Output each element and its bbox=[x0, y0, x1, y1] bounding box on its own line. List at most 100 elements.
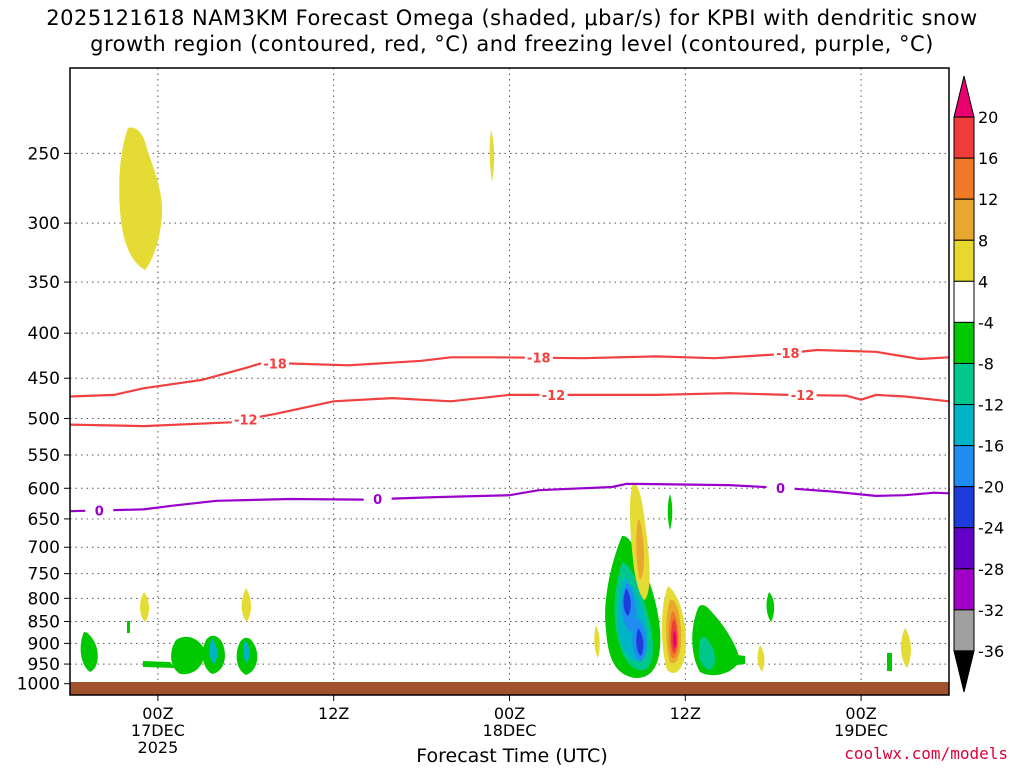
contour-line bbox=[70, 348, 949, 398]
omega-blob-small-yellow-4 bbox=[757, 645, 765, 672]
colorbar-label: -28 bbox=[978, 560, 1004, 579]
contour-label: -12 bbox=[234, 414, 258, 429]
contour-label: 0 bbox=[373, 493, 382, 508]
colorbar-swatch bbox=[953, 362, 975, 406]
x-tick-label: 00Z bbox=[845, 704, 876, 723]
colorbar-swatch bbox=[953, 321, 975, 364]
colorbar-label: 16 bbox=[978, 149, 998, 168]
y-axis-ticks: 2503003504004505005506006507007508008509… bbox=[17, 144, 70, 695]
omega-blob-teal-right bbox=[698, 637, 716, 670]
y-tick-label: 600 bbox=[28, 479, 60, 499]
omega-blob-green-8 bbox=[766, 592, 775, 622]
omega-blob-green-6 bbox=[127, 621, 130, 633]
omega-blob-small-yellow-2 bbox=[241, 588, 252, 622]
colorbar-label: 20 bbox=[978, 108, 998, 127]
omega-blob-green-1 bbox=[80, 632, 98, 672]
omega-blob-small-yellow-1 bbox=[139, 592, 150, 622]
contour-line bbox=[70, 392, 949, 428]
surface-terrain bbox=[70, 682, 949, 695]
contour-label-bg bbox=[261, 355, 290, 372]
y-tick-label: 700 bbox=[28, 538, 60, 558]
omega-shading bbox=[80, 127, 911, 679]
omega-blob-green-9 bbox=[887, 653, 892, 671]
colorbar-label: 8 bbox=[978, 231, 988, 250]
contour-label: -18 bbox=[527, 352, 551, 367]
contour-label-bg bbox=[231, 411, 260, 428]
y-tick-label: 500 bbox=[28, 410, 60, 430]
omega-blob-cyan-small-1 bbox=[209, 638, 218, 664]
y-tick-label: 350 bbox=[28, 273, 60, 293]
x-axis-title: Forecast Time (UTC) bbox=[416, 745, 608, 767]
colorbar-bottom-arrow bbox=[953, 650, 975, 693]
colorbar-top-arrow bbox=[953, 75, 975, 118]
y-tick-label: 900 bbox=[28, 634, 60, 654]
contour-line bbox=[70, 482, 949, 513]
chart-title-line-2: growth region (contoured, red, °C) and f… bbox=[90, 32, 934, 56]
colorbar-swatch bbox=[953, 445, 975, 488]
contour-label-bg bbox=[85, 502, 114, 519]
colorbar-swatch bbox=[953, 404, 975, 447]
contour-label: 0 bbox=[776, 482, 785, 497]
contour-label-bg bbox=[539, 386, 568, 403]
y-tick-label: 450 bbox=[28, 369, 60, 389]
colorbar-swatch bbox=[953, 527, 975, 570]
contour-label-bg bbox=[766, 479, 795, 496]
colorbar-swatch bbox=[953, 116, 975, 159]
colorbar-swatch bbox=[953, 239, 975, 282]
x-tick-label: 18DEC bbox=[483, 721, 537, 740]
colorbar-label: -12 bbox=[978, 396, 1004, 415]
colorbar-swatch bbox=[953, 568, 975, 611]
omega-blob-green-3 bbox=[171, 636, 205, 675]
omega-blob-magenta-core bbox=[672, 630, 677, 648]
colorbar-swatch bbox=[953, 280, 975, 323]
colorbar-swatch bbox=[953, 486, 975, 529]
contour-label: -12 bbox=[791, 389, 815, 404]
omega-blob-darkblue-2 bbox=[636, 628, 644, 656]
x-tick-label: 00Z bbox=[142, 704, 173, 723]
contour-label: -18 bbox=[263, 357, 287, 372]
omega-blob-upper-mid bbox=[489, 130, 495, 182]
omega-blob-upper-left bbox=[119, 127, 163, 270]
contour-label-bg bbox=[524, 349, 553, 366]
omega-blob-small-yellow-5 bbox=[901, 628, 911, 668]
omega-blob-darkblue-1 bbox=[623, 588, 631, 616]
colorbar-label: -8 bbox=[978, 354, 994, 373]
x-tick-label: 2025 bbox=[138, 738, 179, 757]
omega-blob-green-2 bbox=[143, 661, 175, 668]
contour-lines bbox=[70, 348, 949, 513]
omega-blob-small-yellow-3 bbox=[594, 625, 600, 658]
x-tick-label: 17DEC bbox=[131, 721, 185, 740]
colorbar-label: -20 bbox=[978, 478, 1004, 497]
omega-blob-green-7 bbox=[667, 494, 673, 530]
x-tick-label: 19DEC bbox=[834, 721, 888, 740]
colorbar-label: 12 bbox=[978, 190, 998, 209]
x-tick-label: 12Z bbox=[318, 704, 349, 723]
y-tick-label: 650 bbox=[28, 510, 60, 530]
y-tick-label: 1000 bbox=[17, 675, 60, 695]
y-tick-label: 300 bbox=[28, 214, 60, 234]
contour-label-bg bbox=[788, 387, 817, 404]
colorbar: 20 16 12 8 4 -4 -8 -12 -16 -20 -24 -28 -32 -36 bbox=[953, 75, 1004, 693]
contour-label: -12 bbox=[542, 389, 566, 404]
contour-label-bg bbox=[363, 491, 392, 508]
x-tick-label: 00Z bbox=[494, 704, 525, 723]
y-tick-label: 750 bbox=[28, 565, 60, 585]
y-tick-label: 400 bbox=[28, 324, 60, 344]
credit-text: coolwx.com/models bbox=[844, 744, 1008, 763]
colorbar-label: 4 bbox=[978, 272, 988, 291]
colorbar-swatch bbox=[953, 198, 975, 241]
contour-labels: -18 -18 -18 -12 -12 -12 0 0 0 bbox=[85, 345, 817, 519]
colorbar-label: -4 bbox=[978, 313, 994, 332]
x-tick-label: 12Z bbox=[670, 704, 701, 723]
y-tick-label: 950 bbox=[28, 655, 60, 675]
colorbar-label: -32 bbox=[978, 601, 1004, 620]
grid-lines bbox=[70, 68, 949, 695]
y-tick-label: 800 bbox=[28, 589, 60, 609]
contour-label-bg bbox=[773, 345, 802, 362]
y-tick-label: 550 bbox=[28, 446, 60, 466]
omega-blob-orange-pillar bbox=[636, 519, 645, 580]
colorbar-label: -24 bbox=[978, 519, 1004, 538]
colorbar-label: -36 bbox=[978, 642, 1004, 661]
